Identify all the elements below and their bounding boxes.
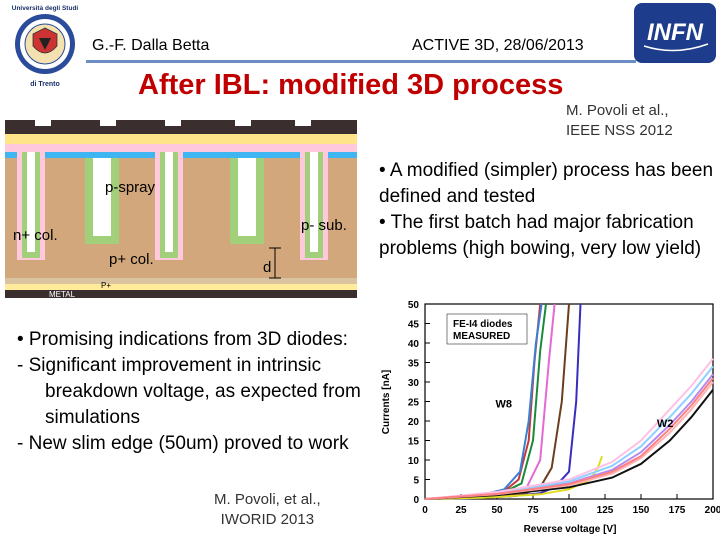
x-tick-label: 75 bbox=[527, 505, 539, 516]
curve-label: W8 bbox=[496, 398, 513, 410]
label-pplus-small: P+ bbox=[101, 281, 111, 290]
y-tick-label: 15 bbox=[408, 437, 420, 448]
header-event: ACTIVE 3D, 28/06/2013 bbox=[412, 37, 584, 54]
label-psub: p- sub. bbox=[301, 217, 347, 234]
y-tick-label: 30 bbox=[408, 378, 420, 389]
x-axis-label: Reverse voltage [V] bbox=[524, 524, 617, 535]
label-nplus: n+ col. bbox=[13, 227, 58, 244]
y-tick-label: 50 bbox=[408, 300, 420, 311]
citation-bottom-line1: M. Povoli, et al., bbox=[214, 491, 321, 508]
series-group bbox=[424, 303, 714, 500]
header-author: G.-F. Dalla Betta bbox=[92, 37, 210, 54]
x-tick-label: 175 bbox=[669, 505, 686, 516]
label-pplus: p+ col. bbox=[109, 251, 154, 268]
annotation-box bbox=[446, 313, 528, 345]
x-tick-label: 150 bbox=[633, 505, 650, 516]
chart-annotation-2: MEASURED bbox=[453, 331, 510, 342]
x-tick-label: 125 bbox=[597, 505, 614, 516]
label-metal: METAL bbox=[49, 290, 76, 298]
svg-text:Università degli Studi: Università degli Studi bbox=[12, 5, 79, 12]
x-tick-label: 100 bbox=[561, 505, 578, 516]
series-line-12 bbox=[424, 357, 714, 500]
oxide-layer bbox=[5, 134, 357, 144]
svg-text:INFN: INFN bbox=[647, 19, 704, 46]
x-tick-label: 50 bbox=[491, 505, 503, 516]
series-line-13 bbox=[424, 377, 714, 500]
citation-bottom: M. Povoli, et al., IWORID 2013 bbox=[214, 490, 321, 530]
left-bullet-item-2: - New slim edge (50um) proved to work bbox=[17, 433, 349, 454]
y-axis-label: Currents [nA] bbox=[381, 370, 392, 434]
left-bullet-item-1: - Significant improvement in intrinsic b… bbox=[17, 355, 361, 428]
y-tick-label: 0 bbox=[413, 495, 419, 506]
y-tick-label: 45 bbox=[408, 320, 420, 331]
y-tick-label: 35 bbox=[408, 359, 420, 370]
citation-top-line1: M. Povoli et al., bbox=[566, 102, 669, 119]
curve-labels: W8 W2 bbox=[496, 398, 674, 430]
header-divider bbox=[86, 60, 636, 63]
x-axis-ticks: 0 25 50 75 100 125 150 175 200 bbox=[422, 494, 720, 516]
iv-chart: 0 5 10 15 20 25 30 35 40 45 50 0 25 50 75 100 125 150 175… bbox=[381, 300, 720, 535]
x-tick-label: 25 bbox=[455, 505, 467, 516]
n-region-layer bbox=[5, 144, 357, 152]
y-axis-ticks: 0 5 10 15 20 25 30 35 40 45 50 bbox=[408, 300, 430, 506]
y-tick-label: 25 bbox=[408, 398, 420, 409]
x-tick-label: 200 bbox=[705, 505, 720, 516]
curve-label: W2 bbox=[657, 418, 674, 430]
right-bullet-2: • The first batch had major fabrication … bbox=[379, 212, 702, 259]
right-bullet-list: • A modified (simpler) process has been … bbox=[379, 158, 714, 262]
citation-bottom-line2: IWORID 2013 bbox=[220, 511, 315, 528]
top-metal-layer bbox=[5, 120, 357, 134]
left-bullet-list: • Promising indications from 3D diodes: … bbox=[17, 327, 362, 457]
left-bullet-intro: • Promising indications from 3D diodes: bbox=[17, 329, 348, 350]
y-tick-label: 20 bbox=[408, 417, 420, 428]
y-tick-label: 10 bbox=[408, 456, 420, 467]
citation-top: M. Povoli et al., IEEE NSS 2012 bbox=[566, 101, 673, 141]
x-tick-label: 0 bbox=[422, 505, 428, 516]
y-tick-label: 5 bbox=[413, 476, 419, 487]
label-pspray: p-spray bbox=[105, 179, 156, 196]
slide-title: After IBL: modified 3D process bbox=[138, 69, 564, 101]
y-tick-label: 40 bbox=[408, 339, 420, 350]
university-logo: Università degli Studi di Trento bbox=[12, 5, 79, 88]
process-cross-section: d p-spray n+ col. p- sub. p+ col. METAL … bbox=[5, 120, 357, 298]
svg-text:di Trento: di Trento bbox=[30, 81, 60, 88]
label-d: d bbox=[263, 259, 271, 276]
citation-top-line2: IEEE NSS 2012 bbox=[566, 122, 673, 139]
chart-annotation-1: FE-I4 diodes bbox=[453, 319, 513, 330]
infn-logo: INFN bbox=[634, 3, 716, 63]
right-bullet-1: • A modified (simpler) process has been … bbox=[379, 160, 714, 207]
